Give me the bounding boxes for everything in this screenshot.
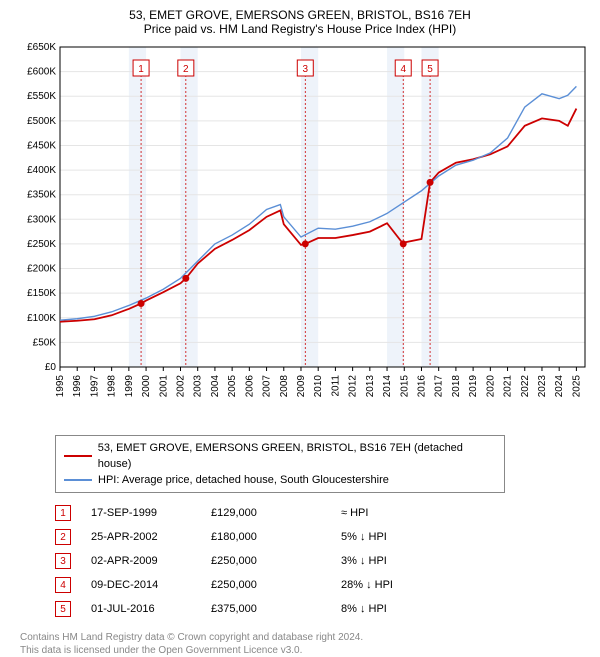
svg-text:2022: 2022 [520,375,531,398]
svg-text:2024: 2024 [554,375,565,398]
svg-text:2020: 2020 [485,375,496,398]
svg-text:1999: 1999 [124,375,135,398]
marker-badge: 5 [55,601,71,617]
svg-text:2016: 2016 [416,375,427,398]
svg-text:£400K: £400K [27,165,56,176]
svg-text:£250K: £250K [27,239,56,250]
svg-text:2014: 2014 [382,375,393,398]
svg-text:2025: 2025 [571,375,582,398]
svg-text:2003: 2003 [193,375,204,398]
svg-text:2013: 2013 [365,375,376,398]
svg-text:2000: 2000 [141,375,152,398]
svg-text:2012: 2012 [348,375,359,398]
chart: £0 £50K £100K £150K £200K £250K £300K £350K £400… [10,42,590,427]
svg-text:£200K: £200K [27,264,56,275]
svg-text:£500K: £500K [27,116,56,127]
table-row: 3 02-APR-2009 £250,000 3% ↓ HPI [55,549,590,573]
cell-price: £129,000 [211,507,321,519]
svg-text:3: 3 [303,64,309,75]
svg-text:£50K: £50K [33,337,57,348]
legend-swatch-2 [64,479,92,481]
svg-text:2019: 2019 [468,375,479,398]
svg-text:£150K: £150K [27,288,56,299]
svg-text:£600K: £600K [27,67,56,78]
svg-text:2015: 2015 [399,375,410,398]
cell-price: £375,000 [211,603,321,615]
page-subtitle: Price paid vs. HM Land Registry's House … [10,22,590,36]
table-row: 1 17-SEP-1999 £129,000 ≈ HPI [55,501,590,525]
legend-label-2: HPI: Average price, detached house, Sout… [98,472,389,488]
legend-box: 53, EMET GROVE, EMERSONS GREEN, BRISTOL,… [55,435,505,493]
svg-text:2: 2 [183,64,189,75]
svg-text:2007: 2007 [262,375,273,398]
cell-date: 17-SEP-1999 [91,507,191,519]
svg-text:1995: 1995 [55,375,66,398]
svg-text:2023: 2023 [537,375,548,398]
marker-badge: 2 [55,529,71,545]
svg-text:4: 4 [400,64,406,75]
cell-price: £250,000 [211,579,321,591]
svg-text:2005: 2005 [227,375,238,398]
cell-comp: 28% ↓ HPI [341,579,431,591]
cell-date: 02-APR-2009 [91,555,191,567]
svg-text:2018: 2018 [451,375,462,398]
svg-text:2002: 2002 [175,375,186,398]
marker-badge: 4 [55,577,71,593]
svg-text:£0: £0 [45,362,57,373]
svg-text:2009: 2009 [296,375,307,398]
marker-badge: 3 [55,553,71,569]
transactions-table: 1 17-SEP-1999 £129,000 ≈ HPI2 25-APR-200… [55,501,590,621]
cell-date: 09-DEC-2014 [91,579,191,591]
svg-text:1997: 1997 [89,375,100,398]
svg-text:2011: 2011 [330,375,341,397]
svg-text:2021: 2021 [503,375,514,398]
svg-text:£300K: £300K [27,214,56,225]
cell-comp: ≈ HPI [341,507,431,519]
svg-text:1996: 1996 [72,375,83,398]
table-row: 4 09-DEC-2014 £250,000 28% ↓ HPI [55,573,590,597]
svg-text:2004: 2004 [210,375,221,398]
svg-text:5: 5 [427,64,433,75]
legend-label-1: 53, EMET GROVE, EMERSONS GREEN, BRISTOL,… [98,440,496,472]
table-row: 5 01-JUL-2016 £375,000 8% ↓ HPI [55,597,590,621]
cell-date: 01-JUL-2016 [91,603,191,615]
cell-comp: 3% ↓ HPI [341,555,431,567]
svg-text:1: 1 [138,64,144,75]
svg-text:£550K: £550K [27,91,56,102]
svg-text:2010: 2010 [313,375,324,398]
svg-text:1998: 1998 [107,375,118,398]
page-title: 53, EMET GROVE, EMERSONS GREEN, BRISTOL,… [10,8,590,22]
svg-text:2001: 2001 [158,375,169,398]
cell-date: 25-APR-2002 [91,531,191,543]
cell-price: £250,000 [211,555,321,567]
table-row: 2 25-APR-2002 £180,000 5% ↓ HPI [55,525,590,549]
svg-text:2017: 2017 [434,375,445,398]
svg-text:2006: 2006 [244,375,255,398]
svg-text:£350K: £350K [27,190,56,201]
svg-text:2008: 2008 [279,375,290,398]
cell-price: £180,000 [211,531,321,543]
cell-comp: 5% ↓ HPI [341,531,431,543]
svg-text:£450K: £450K [27,140,56,151]
svg-text:£100K: £100K [27,313,56,324]
footer-text: Contains HM Land Registry data © Crown c… [10,631,590,657]
legend-swatch-1 [64,455,92,457]
svg-text:£650K: £650K [27,42,56,53]
cell-comp: 8% ↓ HPI [341,603,431,615]
marker-badge: 1 [55,505,71,521]
